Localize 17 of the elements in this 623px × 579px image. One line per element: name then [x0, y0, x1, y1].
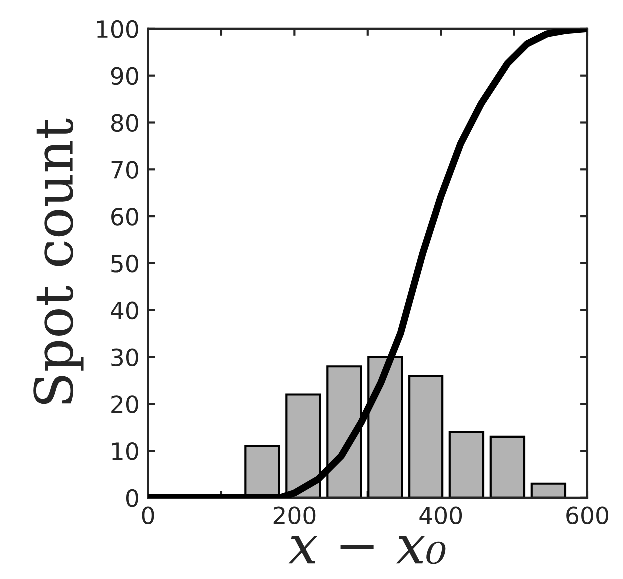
x-tick-label: 0: [142, 506, 154, 525]
x-tick-label: 200: [274, 506, 316, 525]
y-tick-label: 0: [126, 489, 138, 508]
y-tick-label: 80: [111, 114, 138, 132]
y-tick-label: 90: [111, 67, 138, 86]
x-axis-title: x − x₀: [288, 536, 446, 564]
x-tick-label: 600: [566, 506, 608, 525]
y-tick-label: 30: [112, 348, 138, 367]
x-tick-label: 400: [420, 506, 462, 525]
y-axis-title: Spot count: [34, 118, 84, 404]
y-tick-label: 60: [112, 208, 138, 226]
y-tick-label: 20: [112, 396, 138, 414]
y-tick-label: 70: [112, 161, 138, 179]
y-tick-label: 40: [111, 302, 138, 320]
y-tick-label: 100: [97, 20, 138, 38]
y-tick-label: 10: [112, 442, 138, 460]
y-tick-label: 50: [112, 254, 138, 273]
